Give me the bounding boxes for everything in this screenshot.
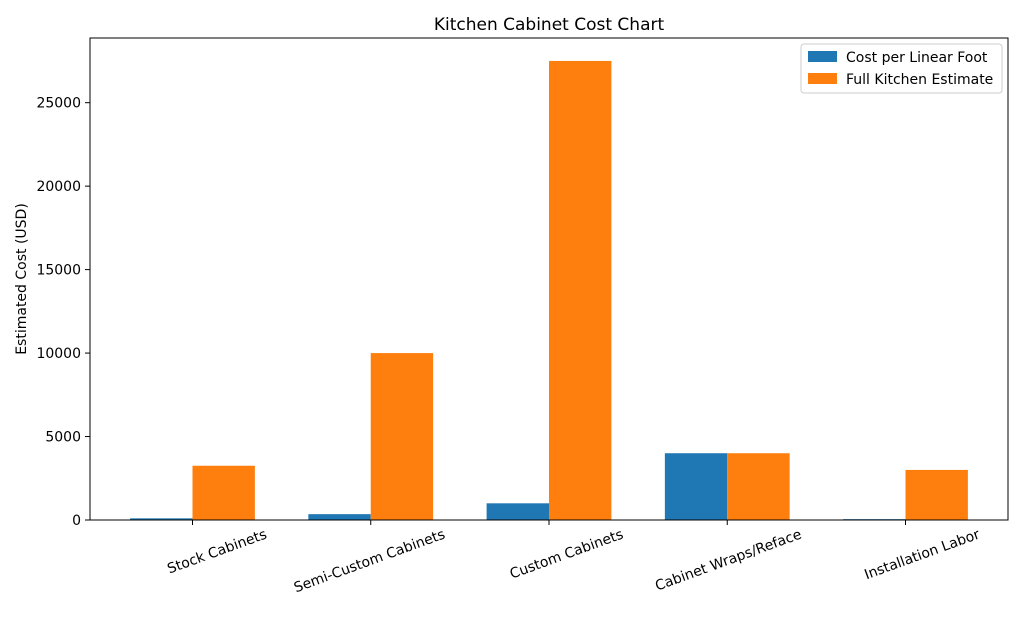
legend-swatch-full-kitchen-estimate (808, 73, 837, 84)
legend-box (800, 43, 1003, 94)
y-tick-label: 20000 (36, 179, 81, 195)
chart-title: Kitchen Cabinet Cost Chart (434, 15, 665, 35)
plot-frame (89, 37, 1009, 521)
legend: Cost per Linear Foot Full Kitchen Estima… (800, 43, 1003, 94)
y-axis: 0 5000 10000 15000 20000 25000 (36, 96, 90, 529)
legend-swatch-cost-per-linear-foot (808, 51, 837, 62)
y-tick-label: 10000 (36, 346, 81, 362)
x-tick-label-cabinet-wraps-reface: Cabinet Wraps/Reface (653, 527, 804, 595)
bar-cost-per-linear-foot-stock-cabinets (130, 518, 193, 520)
bar-full-kitchen-estimate-custom-cabinets (549, 60, 612, 520)
bar-cost-per-linear-foot-semi-custom-cabinets (308, 514, 371, 520)
y-axis-label: Estimated Cost (USD) (14, 203, 30, 355)
bar-full-kitchen-estimate-semi-custom-cabinets (370, 353, 434, 520)
bar-full-kitchen-estimate-installation-labor (905, 469, 968, 520)
x-tick-label-custom-cabinets: Custom Cabinets (508, 527, 626, 583)
y-tick-label: 0 (72, 513, 81, 529)
y-tick-label: 5000 (45, 430, 81, 446)
x-axis: Stock Cabinets Semi-Custom Cabinets Custom… (165, 520, 982, 596)
legend-label-full-kitchen-estimate: Full Kitchen Estimate (846, 72, 993, 88)
bar-cost-per-linear-foot-custom-cabinets (486, 503, 549, 520)
x-tick-label-installation-labor: Installation Labor (862, 527, 982, 584)
y-tick-label: 15000 (36, 263, 81, 279)
bar-cost-per-linear-foot-cabinet-wraps-reface (664, 453, 728, 520)
bars-layer (130, 60, 968, 520)
x-tick-label-semi-custom-cabinets: Semi-Custom Cabinets (292, 527, 447, 597)
x-tick-label-stock-cabinets: Stock Cabinets (165, 527, 269, 578)
y-tick-label: 25000 (36, 96, 81, 112)
legend-label-cost-per-linear-foot: Cost per Linear Foot (846, 50, 988, 66)
bar-full-kitchen-estimate-cabinet-wraps-reface (727, 453, 790, 520)
bar-full-kitchen-estimate-stock-cabinets (192, 465, 255, 520)
